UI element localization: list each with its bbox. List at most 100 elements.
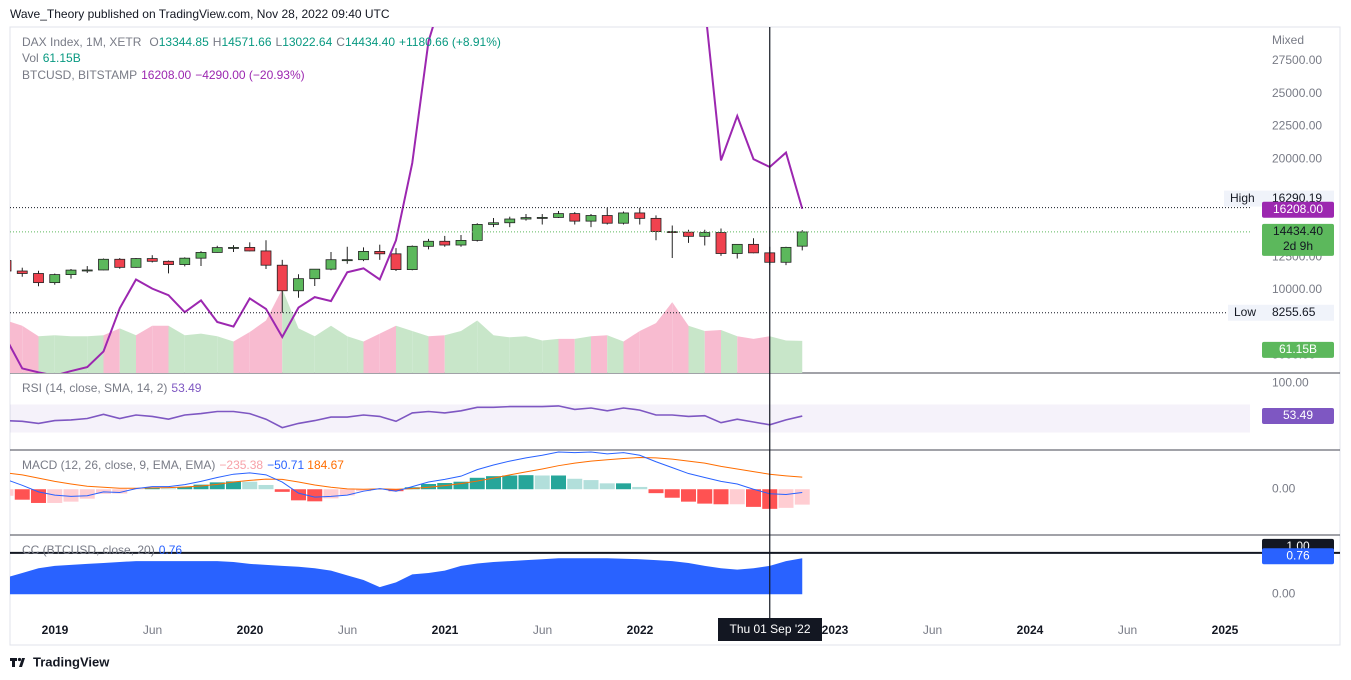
brand: TradingView (33, 654, 110, 669)
x-tick-label: 2024 (1017, 623, 1044, 637)
cc-last: 0.76 (1286, 548, 1310, 562)
candle-body (195, 252, 207, 259)
legend: DAX Index, 1M, XETR O13344.85 H14571.66 L13… (22, 35, 501, 49)
volume-area (184, 333, 201, 373)
candle-body (601, 215, 613, 224)
legend: Vol 61.15B (22, 51, 81, 65)
macd-histogram (778, 489, 794, 508)
candle-body (390, 253, 402, 270)
scale-mode: Mixed (1272, 33, 1304, 47)
macd-histogram (469, 477, 485, 490)
volume-area (672, 302, 689, 373)
candle-body (114, 258, 126, 268)
signal-value: 184.67 (307, 458, 344, 472)
macd-histogram (193, 484, 209, 490)
candle-body (276, 264, 288, 292)
candle-body (49, 274, 61, 284)
volume-area (249, 320, 266, 373)
volume-area (704, 329, 721, 373)
volume-last: 61.15B (1279, 342, 1317, 356)
macd-histogram (664, 489, 680, 498)
macd-histogram (258, 484, 274, 490)
candle-body (423, 240, 434, 247)
x-tick-label: 2022 (627, 623, 654, 637)
macd-histogram (729, 489, 745, 505)
pane (10, 27, 808, 373)
y-tick-label: 22500.00 (1272, 119, 1322, 133)
candle-body (98, 258, 109, 271)
volume-area (574, 336, 591, 373)
overlay-change: −4290.00 (−20.93%) (195, 68, 304, 82)
x-tick-label: Jun (1118, 623, 1137, 637)
candle-body (796, 231, 808, 247)
macd-histogram (177, 486, 193, 490)
x-tick-label: Jun (923, 623, 942, 637)
crosshair-label-bg (718, 618, 822, 641)
candle-body (374, 251, 386, 255)
x-tick-label: 2021 (432, 623, 459, 637)
macd-histogram (242, 481, 258, 490)
volume-area (396, 325, 413, 373)
volume-name: Vol (22, 51, 39, 65)
y-tick-label: 0.00 (1272, 481, 1296, 495)
y-tick-label: 27500.00 (1272, 53, 1322, 67)
candle-body (504, 218, 516, 224)
candle-body (748, 243, 759, 254)
macd-histogram (599, 483, 615, 490)
volume-area (477, 320, 494, 373)
legend: BTCUSD, BITSTAMP 16208.00 −4290.00 (−20.93… (22, 68, 305, 82)
legend-change: +1180.66 (+8.91%) (399, 35, 501, 49)
macd-histogram (356, 489, 371, 492)
candle-body (536, 217, 548, 219)
volume-area (623, 331, 640, 373)
legend-value: 13344.85 (159, 35, 209, 49)
volume-area (266, 289, 283, 373)
candle-body (715, 232, 727, 254)
macd-histogram (307, 489, 323, 502)
macd-histogram (681, 489, 696, 502)
volume-area (201, 333, 218, 373)
macd-histogram (161, 488, 176, 490)
candle-body (179, 257, 191, 265)
macd-histogram (274, 489, 290, 492)
candle-body (569, 213, 581, 222)
macd-histogram (518, 475, 534, 490)
macd-histogram (794, 489, 810, 505)
legend: MACD (12, 26, close, 9, EMA, EMA) −235.38… (22, 458, 344, 472)
candle-body (10, 260, 12, 272)
volume-area (769, 336, 786, 373)
volume-area (22, 325, 39, 373)
volume-last-bg (1262, 341, 1334, 358)
candle-body (731, 243, 743, 254)
candle-body (33, 273, 44, 284)
overlay-name: BTCUSD, BITSTAMP (22, 68, 137, 82)
candle-body (211, 247, 223, 253)
legend: RSI (14, close, SMA, 14, 2) 53.49 (22, 381, 202, 395)
volume-area (461, 320, 478, 373)
candle-body (325, 259, 337, 270)
candle-body (439, 240, 451, 246)
macd-histogram (713, 489, 729, 505)
macd-histogram (339, 489, 355, 496)
legend-key: H (213, 35, 222, 49)
pane (10, 404, 1250, 433)
countdown: 2d 9h (1283, 239, 1313, 253)
macd-histogram (583, 480, 599, 490)
volume-area (217, 336, 234, 373)
macd-histogram (697, 489, 713, 504)
volume-area (509, 336, 526, 373)
volume-value: 61.15B (43, 51, 81, 65)
macd-histogram (453, 481, 469, 490)
volume-area (607, 335, 624, 373)
volume-area (737, 336, 754, 373)
candle-body (163, 260, 174, 265)
candle-body (244, 247, 256, 252)
volume-area (591, 335, 608, 373)
candle-body (520, 217, 532, 220)
volume-area (282, 289, 299, 373)
macd-histogram (616, 483, 631, 490)
btc-last-bg (1262, 201, 1334, 218)
macd-histogram (746, 489, 761, 507)
macd-histogram (47, 489, 63, 503)
